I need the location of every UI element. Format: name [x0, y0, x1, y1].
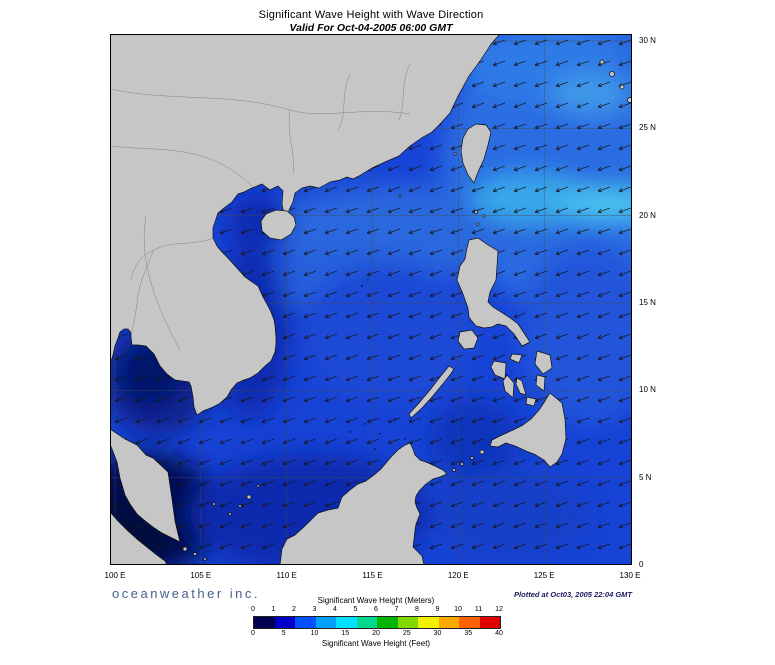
valid-time-subtitle: Valid For Oct-04-2005 06:00 GMT	[289, 22, 453, 34]
land-sumatra	[110, 511, 168, 565]
inland-borders	[110, 63, 411, 351]
land-negros	[502, 374, 515, 399]
land-mindanao	[489, 392, 567, 468]
lon-label: 110 E	[276, 571, 297, 580]
oceanweather-logo: oceanweather inc.	[112, 586, 261, 601]
meters-tick: 11	[474, 606, 483, 613]
land-bohol	[525, 396, 537, 407]
feet-tick-row: 0 5 10 15 20 25 30 35 40	[251, 630, 503, 639]
colorbar-cell	[459, 617, 480, 628]
feet-tick: 15	[341, 630, 350, 637]
feet-tick: 10	[310, 630, 319, 637]
lon-label: 115 E	[362, 571, 383, 580]
land-luzon	[456, 237, 531, 347]
land-panay	[490, 360, 507, 380]
meters-tick-row: 0 1 2 3 4 5 6 7 8 9 10 11 12	[251, 606, 503, 615]
feet-tick: 40	[495, 630, 503, 637]
lon-label: 130 E	[619, 571, 641, 580]
meters-tick: 2	[292, 606, 296, 613]
meters-tick: 5	[353, 606, 358, 613]
land-masbate	[509, 353, 523, 364]
land-samar	[534, 350, 553, 375]
land-taiwan	[460, 123, 492, 184]
land-hainan	[260, 209, 297, 241]
lat-label: 15 N	[639, 298, 656, 307]
map-area	[110, 34, 632, 565]
land-mindoro	[457, 329, 479, 350]
meters-tick: 0	[251, 606, 255, 613]
lon-label: 125 E	[533, 571, 555, 580]
lon-label: 100 E	[104, 571, 126, 580]
land-mainland-asia	[110, 34, 501, 416]
feet-tick: 35	[464, 630, 473, 637]
meters-tick: 9	[435, 606, 440, 613]
lat-label: 5 N	[639, 472, 652, 482]
colorbar-cell	[438, 617, 459, 628]
colorbar-cell	[295, 617, 316, 628]
colorbar-cell	[418, 617, 439, 628]
colorbar	[253, 616, 501, 629]
feet-tick: 5	[281, 630, 286, 637]
colorbar-cell	[479, 617, 500, 628]
colorbar-cell	[336, 617, 357, 628]
meters-tick: 1	[271, 606, 276, 613]
meters-tick: 6	[374, 606, 378, 613]
wave-height-map	[110, 34, 632, 565]
land-cebu	[515, 377, 527, 396]
colorbar-cell	[274, 617, 295, 628]
feet-tick: 20	[372, 630, 380, 637]
lat-label: 0	[639, 560, 644, 569]
lon-label: 105 E	[190, 571, 212, 580]
land-leyte	[535, 374, 546, 392]
land-borneo	[279, 442, 448, 565]
page-title: Significant Wave Height with Wave Direct…	[258, 9, 484, 21]
colorbar-cell	[356, 617, 377, 628]
reef-specks	[349, 279, 406, 450]
land-palawan	[408, 365, 455, 419]
colorbar-cell	[315, 617, 336, 628]
map-border	[110, 34, 632, 565]
lon-label: 120 E	[447, 571, 469, 580]
land-malay-peninsula	[110, 428, 181, 543]
feet-tick: 25	[402, 630, 411, 637]
meters-tick: 4	[333, 606, 337, 613]
plotted-timestamp: Plotted at Oct03, 2005 22:04 GMT	[514, 590, 632, 599]
meters-tick: 12	[495, 606, 503, 613]
legend-feet-label: Significant Wave Height (Feet)	[321, 639, 431, 648]
lat-label: 10 N	[639, 385, 656, 395]
meters-tick: 7	[394, 606, 399, 613]
feet-tick: 30	[433, 630, 442, 637]
lat-label: 30 N	[639, 36, 656, 45]
small-islands	[182, 59, 632, 561]
meters-tick: 8	[415, 606, 419, 613]
meters-tick: 3	[312, 606, 317, 613]
colorbar-cell	[397, 617, 418, 628]
legend-meters-label: Significant Wave Height (Meters)	[317, 596, 435, 605]
lat-label: 20 N	[639, 210, 656, 220]
lat-label: 25 N	[639, 123, 656, 133]
land-masses	[110, 34, 632, 565]
meters-tick: 10	[454, 606, 462, 613]
feet-tick: 0	[251, 630, 255, 637]
colorbar-cell	[377, 617, 398, 628]
colorbar-cell	[254, 617, 275, 628]
